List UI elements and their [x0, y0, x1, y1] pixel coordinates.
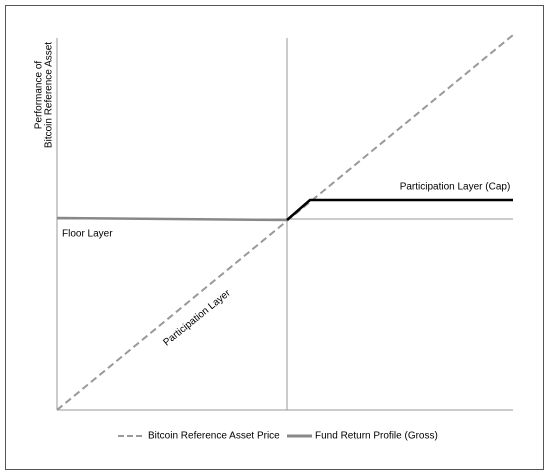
floor-line — [56, 216, 288, 222]
legend-label: Fund Return Profile (Gross) — [315, 431, 438, 442]
y-axis-label-line: Bitcoin Reference Asset — [44, 42, 55, 148]
legend-label: Bitcoin Reference Asset Price — [148, 431, 280, 442]
y-axis-label: Performance of Bitcoin Reference Asset — [34, 42, 55, 148]
cap-label: Participation Layer (Cap) — [400, 182, 511, 193]
frame — [5, 5, 544, 470]
fund-line — [286, 198, 513, 221]
floor-label: Floor Layer — [62, 229, 113, 240]
y-axis-label-line: Performance of — [34, 61, 45, 130]
